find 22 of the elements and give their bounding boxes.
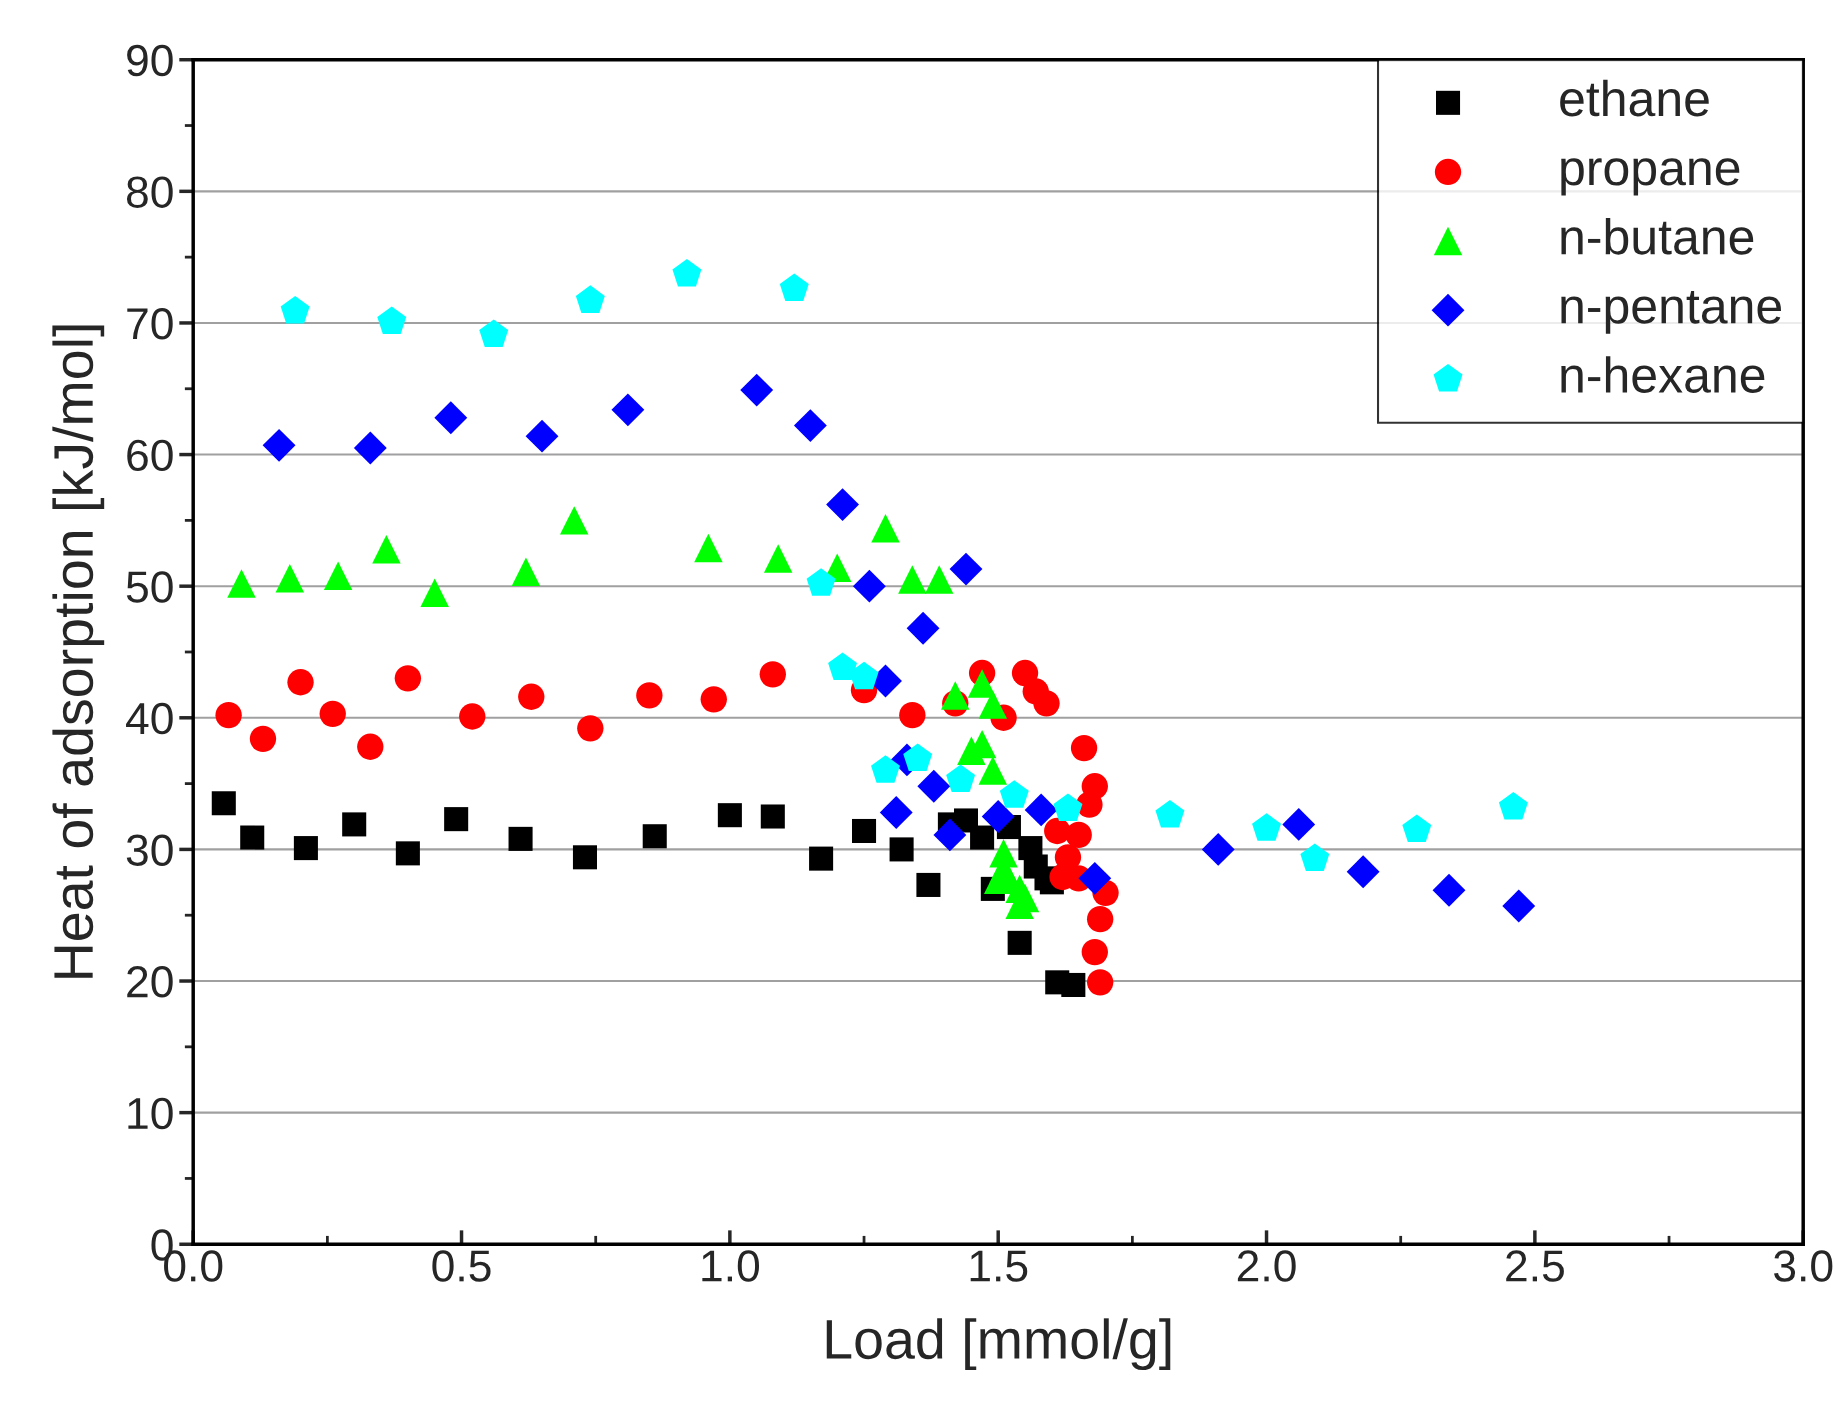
x-tick-label: 3.0: [1774, 1250, 1833, 1282]
x-tick-label: 0.5: [432, 1250, 491, 1282]
legend-label: ethane: [1560, 79, 1709, 117]
x-tick-label: 2.5: [1506, 1250, 1564, 1282]
y-tick-label: 40: [126, 702, 173, 735]
y-tick-label: 70: [127, 308, 173, 340]
x-tick-label: 1.5: [970, 1250, 1028, 1282]
y-tick-label: 90: [127, 44, 173, 77]
legend-label: n-butane: [1561, 217, 1754, 255]
x-tick-label: 2.0: [1237, 1250, 1296, 1282]
legend-label: propane: [1561, 158, 1740, 196]
y-axis-title: Heat of adsorption [kJ/mol]: [52, 325, 105, 978]
y-tick-label: 30: [126, 834, 173, 866]
x-axis-title: Load [mmol/g]: [826, 1318, 1171, 1371]
legend-label: n-hexane: [1561, 356, 1765, 393]
y-tick-label: 10: [128, 1097, 173, 1130]
y-tick-label: 20: [127, 966, 173, 998]
y-tick-label: 50: [126, 571, 173, 603]
legend-label: n-pentane: [1561, 290, 1781, 334]
y-tick-label: 60: [127, 439, 173, 472]
x-tick-label: 1.0: [702, 1250, 760, 1282]
y-tick-label: 80: [126, 176, 173, 208]
